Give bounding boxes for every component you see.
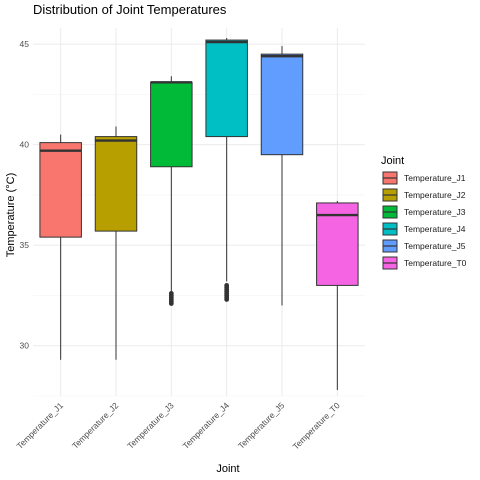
- legend-label: Temperature_J4: [404, 224, 466, 234]
- y-axis: 30 35 40 45: [20, 39, 30, 351]
- boxes: [39, 38, 359, 390]
- legend-label: Temperature_J2: [404, 190, 466, 200]
- x-tick-label: Temperature_T0: [291, 400, 342, 451]
- y-tick-label: 35: [20, 240, 30, 250]
- x-tick-label: Temperature_J4: [181, 400, 232, 451]
- box-temperature-j3: [150, 76, 193, 306]
- box-iqr: [316, 202, 359, 286]
- legend-item: Temperature_J2: [382, 188, 466, 202]
- x-tick-label: Temperature_J2: [70, 400, 121, 451]
- box-iqr: [94, 136, 138, 232]
- x-axis-title: Joint: [216, 463, 239, 475]
- legend-label: Temperature_T0: [404, 258, 467, 268]
- legend-items: Temperature_J1 Temperature_J2 Temperature_…: [382, 171, 467, 270]
- box-iqr: [150, 81, 193, 168]
- y-tick-label: 30: [20, 341, 30, 351]
- x-axis: Temperature_J1 Temperature_J2 Temperature_…: [15, 400, 342, 451]
- outlier-point: [168, 291, 174, 296]
- box-temperature-t0: [316, 200, 359, 390]
- legend-label: Temperature_J5: [404, 241, 466, 251]
- legend-label: Temperature_J3: [404, 207, 466, 217]
- legend-item: Temperature_T0: [382, 256, 467, 270]
- x-tick-label: Temperature_J3: [125, 400, 176, 451]
- y-axis-title: Temperature (°C): [5, 173, 17, 257]
- legend-label: Temperature_J1: [404, 173, 466, 183]
- legend-item: Temperature_J1: [382, 171, 466, 185]
- legend-item: Temperature_J3: [382, 205, 466, 219]
- box-iqr: [205, 39, 248, 138]
- box-temperature-j1: [39, 134, 82, 360]
- box-temperature-j4: [205, 38, 248, 302]
- legend-item: Temperature_J5: [382, 239, 466, 253]
- box-iqr: [260, 53, 304, 156]
- x-tick-label: Temperature_J5: [236, 400, 287, 451]
- gridlines: [33, 28, 365, 397]
- chart-title: Distribution of Joint Temperatures: [33, 2, 227, 17]
- legend: Joint Temperature_J1Temperature_J2Temper…: [381, 155, 467, 270]
- y-tick-label: 45: [20, 39, 30, 49]
- box-temperature-j2: [94, 126, 138, 360]
- legend-title: Joint: [381, 155, 404, 167]
- y-tick-label: 40: [20, 140, 30, 150]
- box-iqr: [39, 142, 82, 238]
- outlier-point: [224, 282, 230, 288]
- plot-area: [33, 28, 365, 397]
- x-tick-label: Temperature_J1: [15, 400, 66, 451]
- legend-item: Temperature_J4: [382, 222, 466, 236]
- box-temperature-j5: [260, 46, 304, 306]
